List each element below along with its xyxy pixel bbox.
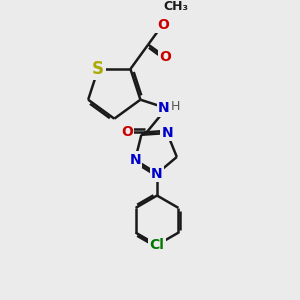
Text: N: N bbox=[161, 126, 173, 140]
Text: Cl: Cl bbox=[150, 238, 164, 252]
Text: H: H bbox=[171, 100, 180, 113]
Text: O: O bbox=[157, 17, 169, 32]
Text: N: N bbox=[151, 167, 163, 181]
Text: CH₃: CH₃ bbox=[163, 0, 188, 13]
Text: N: N bbox=[129, 153, 141, 167]
Text: S: S bbox=[92, 60, 104, 78]
Text: O: O bbox=[121, 124, 133, 139]
Text: N: N bbox=[158, 101, 169, 115]
Text: O: O bbox=[159, 50, 171, 64]
